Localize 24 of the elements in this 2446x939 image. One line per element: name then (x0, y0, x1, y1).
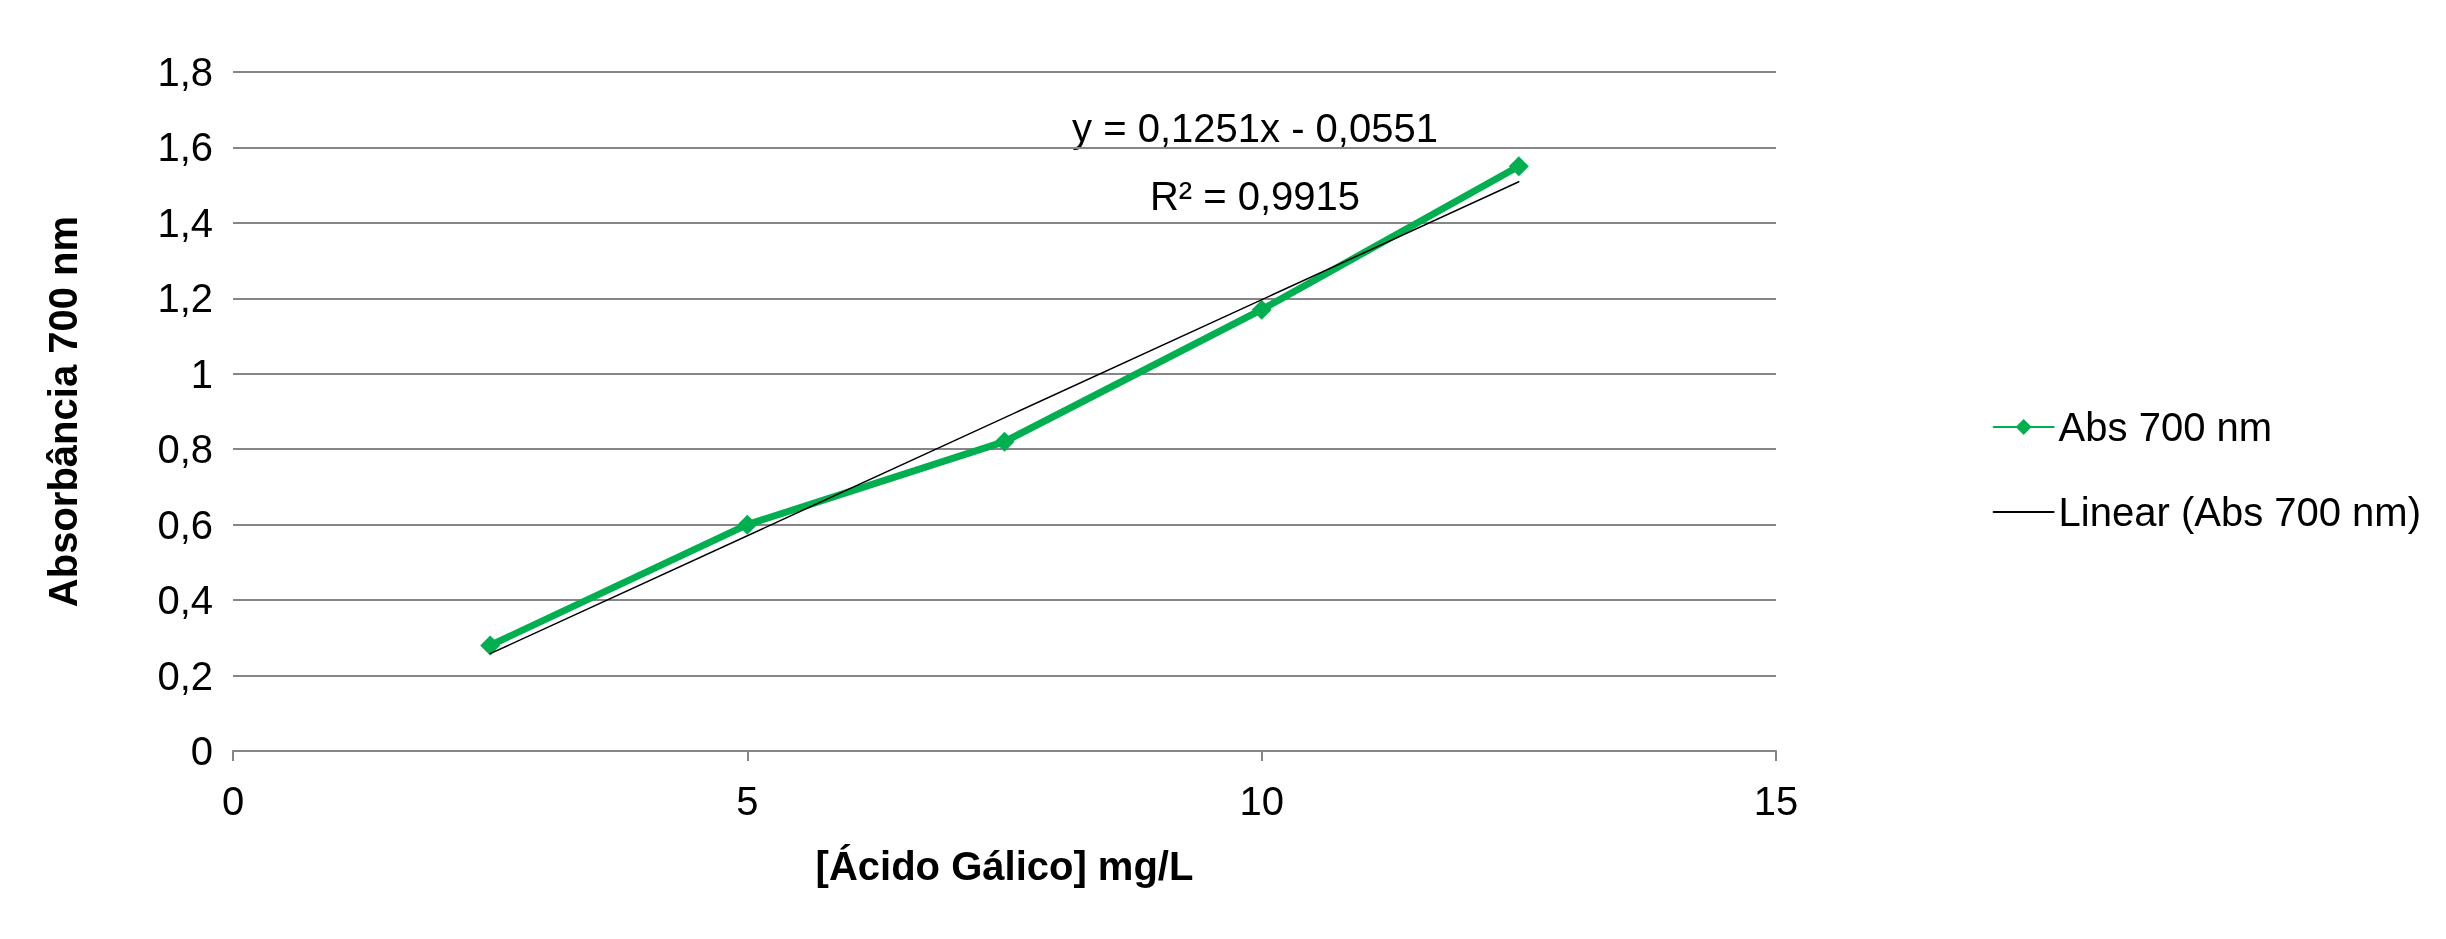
x-axis-title: [Ácido Gálico] mg/L (815, 844, 1194, 888)
x-tick-label: 5 (736, 779, 759, 823)
x-tick-label: 10 (1239, 779, 1284, 823)
point (1251, 299, 1272, 320)
annotation: R² = 0,9915 (1149, 174, 1361, 218)
y-axis-title: Absorbância 700 nm (41, 215, 85, 608)
x-tick-label: 0 (221, 779, 245, 823)
legend-label: Linear (Abs 700 nm) (2058, 490, 2421, 534)
y-tick-label: 0 (190, 729, 213, 773)
y-tick-label: 1,6 (157, 125, 213, 170)
y-tick-label: 0,4 (157, 578, 213, 623)
y-tick-label: 1,2 (157, 276, 213, 321)
point (994, 431, 1015, 452)
point (480, 635, 501, 656)
point (737, 514, 758, 535)
y-tick-label: 1,4 (157, 200, 213, 245)
y-tick-label: 1,8 (157, 50, 213, 94)
y-tick-label: 0,6 (157, 502, 213, 547)
y-tick-label: 0,2 (157, 653, 213, 698)
x-tick-label: 15 (1753, 779, 1799, 823)
y-tick-label: 0,8 (157, 427, 213, 472)
point (1508, 156, 1529, 177)
legend-label: Abs 700 nm (2058, 405, 2273, 449)
y-tick-label: 1 (190, 351, 213, 396)
